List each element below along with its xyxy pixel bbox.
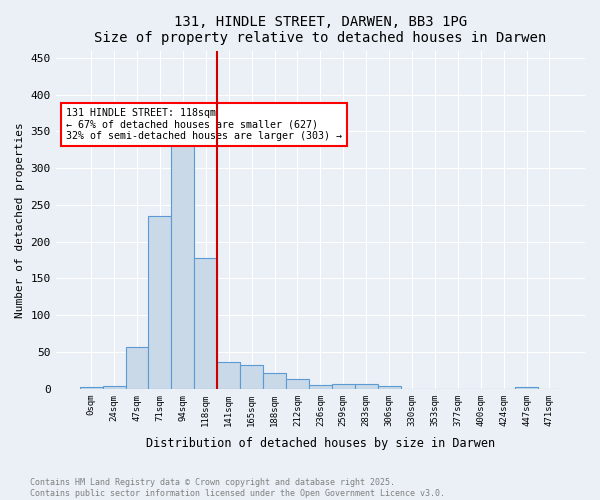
Bar <box>355 384 377 389</box>
Bar <box>377 386 401 389</box>
Y-axis label: Number of detached properties: Number of detached properties <box>15 122 25 318</box>
Bar <box>103 386 125 389</box>
Bar <box>148 216 172 389</box>
Bar <box>286 379 309 389</box>
Bar <box>80 386 103 389</box>
Title: 131, HINDLE STREET, DARWEN, BB3 1PG
Size of property relative to detached houses: 131, HINDLE STREET, DARWEN, BB3 1PG Size… <box>94 15 547 45</box>
Bar <box>172 135 194 389</box>
Bar <box>240 364 263 389</box>
Bar <box>217 362 240 389</box>
Text: 131 HINDLE STREET: 118sqm
← 67% of detached houses are smaller (627)
32% of semi: 131 HINDLE STREET: 118sqm ← 67% of detac… <box>66 108 342 141</box>
Bar <box>515 386 538 389</box>
Text: Contains HM Land Registry data © Crown copyright and database right 2025.
Contai: Contains HM Land Registry data © Crown c… <box>30 478 445 498</box>
Bar <box>332 384 355 389</box>
Bar <box>194 258 217 389</box>
Bar <box>263 372 286 389</box>
X-axis label: Distribution of detached houses by size in Darwen: Distribution of detached houses by size … <box>146 437 495 450</box>
Bar <box>125 347 148 389</box>
Bar <box>309 385 332 389</box>
